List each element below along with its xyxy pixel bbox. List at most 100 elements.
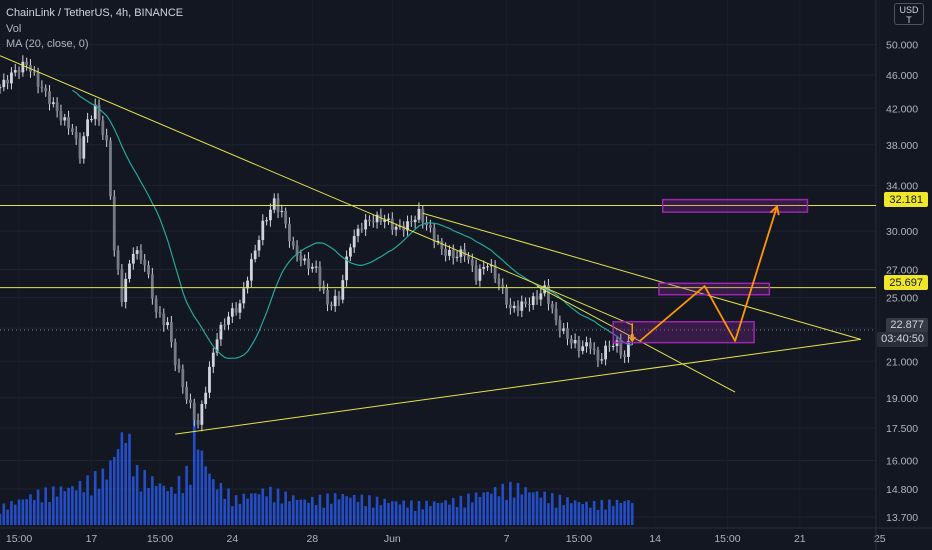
target-zone-2	[661, 198, 809, 213]
volume-bar	[48, 502, 51, 525]
trendline-2	[175, 338, 861, 435]
volume-bar	[250, 493, 253, 525]
candle-body	[497, 278, 501, 285]
candle-body	[406, 221, 409, 231]
candle-body	[596, 350, 600, 361]
volume-bar	[478, 497, 482, 525]
candle-body	[554, 308, 558, 321]
volume-legend[interactable]: Vol	[6, 23, 22, 35]
candle-body	[333, 295, 337, 307]
x-tick-label-11: 25	[874, 533, 886, 545]
volume-bar	[295, 499, 299, 525]
candle-body	[128, 263, 131, 279]
volume-bar	[299, 499, 303, 525]
candle-body	[448, 249, 451, 256]
trendline-1	[422, 212, 861, 340]
volume-bar	[425, 500, 428, 525]
volume-bar	[192, 403, 196, 525]
volume-bar	[421, 509, 425, 525]
volume-bar	[570, 503, 573, 525]
volume-bar	[208, 473, 211, 525]
candle-body	[109, 140, 112, 197]
volume-bar	[413, 510, 417, 525]
volume-bar	[135, 465, 139, 525]
y-tick-label-13: 14.800	[886, 484, 918, 496]
volume-bar	[512, 497, 516, 525]
y-tick-label-7: 25.000	[886, 293, 918, 305]
candle-body	[86, 119, 89, 137]
volume-bar	[337, 499, 341, 525]
y-tick-label-5: 30.000	[886, 226, 918, 238]
volume-bar	[246, 498, 249, 525]
volume-bar	[326, 493, 329, 525]
symbol-legend[interactable]: ChainLink / TetherUS, 4h, BINANCE	[6, 7, 184, 19]
volume-bar	[105, 479, 108, 525]
volume-bar	[390, 501, 394, 525]
volume-bar	[364, 506, 367, 525]
volume-bar	[596, 509, 600, 525]
candle-body	[516, 305, 520, 311]
candle-body	[474, 265, 478, 281]
x-tick-label-9: 15:00	[714, 533, 740, 545]
level-tag-lower: 25.697	[884, 275, 928, 290]
candle-body	[112, 196, 116, 251]
volume-bar	[109, 460, 112, 525]
volume-bar	[52, 486, 55, 525]
volume-bar	[554, 507, 558, 525]
candle-body	[577, 339, 581, 352]
candle-body	[82, 136, 86, 159]
candle-body	[623, 354, 627, 357]
candle-body	[211, 352, 215, 367]
candle-body	[619, 340, 623, 355]
volume-bar	[368, 495, 371, 525]
volume-bar	[398, 504, 402, 525]
candle-body	[147, 265, 150, 275]
x-tick-label-1: 17	[86, 533, 98, 545]
candle-body	[493, 265, 497, 279]
volume-bar	[6, 509, 9, 525]
currency-selector[interactable]: USD T	[894, 3, 924, 25]
candle-body	[70, 128, 74, 132]
volume-bar	[185, 465, 188, 525]
volume-bar	[151, 476, 154, 525]
candle-body	[508, 304, 512, 309]
candle-body	[307, 258, 310, 269]
candle-body	[611, 346, 615, 348]
candle-body	[588, 342, 592, 349]
volume-bar	[261, 488, 265, 525]
volume-bar	[303, 499, 306, 525]
candle-body	[600, 359, 604, 361]
volume-bar	[600, 499, 604, 525]
volume-bar	[520, 494, 524, 525]
y-tick-label-0: 50.000	[886, 40, 918, 52]
volume-bar	[44, 487, 48, 525]
volume-bar	[242, 493, 246, 525]
volume-bar	[291, 495, 295, 525]
candles	[0, 55, 634, 432]
moving-average-line	[72, 89, 633, 360]
candle-body	[291, 241, 295, 246]
candle-body	[59, 110, 63, 121]
volume-bar	[128, 433, 131, 525]
volume-bar	[211, 479, 215, 525]
ma-legend[interactable]: MA (20, close, 0)	[6, 38, 89, 50]
volume-bar	[509, 481, 512, 525]
candle-body	[40, 86, 44, 88]
candle-body	[607, 345, 611, 347]
y-tick-label-2: 42.000	[886, 103, 918, 115]
volume-bar	[147, 487, 150, 525]
candle-body	[318, 266, 322, 286]
volume-bar	[330, 503, 333, 525]
level-tag-upper: 32.181	[884, 192, 928, 207]
candle-body	[67, 117, 70, 129]
volume-bar	[394, 501, 398, 525]
candle-body	[32, 71, 36, 73]
volume-bar	[592, 501, 596, 525]
volume-bar	[32, 499, 36, 525]
volume-bar	[615, 499, 619, 525]
volume-bar	[619, 502, 623, 525]
x-tick-label-3: 24	[226, 533, 238, 545]
candle-body	[326, 289, 329, 305]
volume-bar	[451, 498, 455, 525]
